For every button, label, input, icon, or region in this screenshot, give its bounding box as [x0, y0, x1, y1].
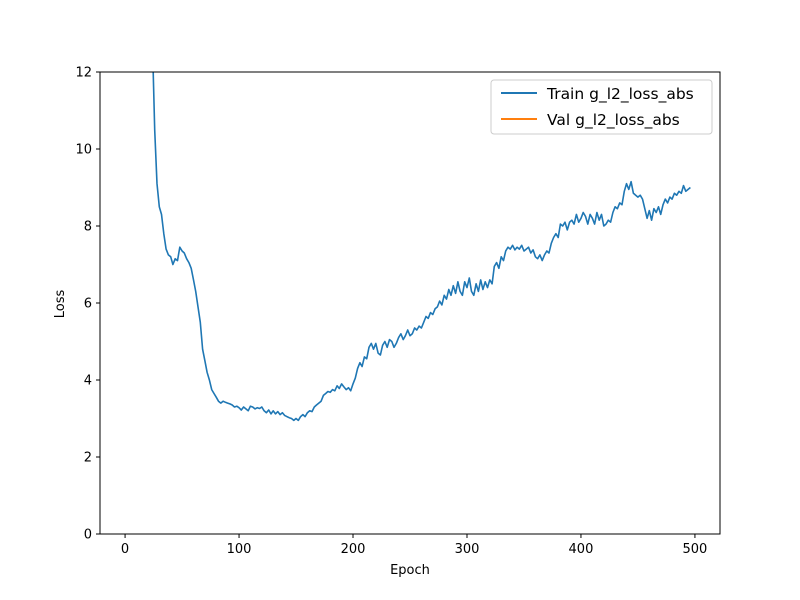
- x-tick-label: 500: [683, 542, 708, 557]
- x-tick-label: 0: [121, 542, 129, 557]
- y-tick-label: 12: [75, 66, 92, 81]
- plot-area: [152, 72, 691, 422]
- axes-frame: [99, 71, 721, 535]
- y-tick-label: 6: [84, 297, 92, 312]
- series-line-train: [152, 72, 691, 422]
- y-tick-label: 2: [84, 451, 92, 466]
- legend-label-train: Train g_l2_loss_abs: [546, 85, 694, 104]
- y-tick-label: 4: [84, 374, 92, 389]
- y-tick-label: 10: [75, 143, 92, 158]
- legend-label-val: Val g_l2_loss_abs: [547, 111, 680, 130]
- x-tick-label: 100: [227, 542, 252, 557]
- y-tick-label: 0: [84, 528, 92, 543]
- axis-ticks: 0 100 200 300 400 500 0 2 4 6 8 10 12: [75, 66, 707, 558]
- y-axis-label: Loss: [53, 290, 68, 319]
- y-tick-label: 8: [84, 220, 92, 235]
- legend: Train g_l2_loss_abs Val g_l2_loss_abs: [490, 79, 713, 135]
- x-axis-label: Epoch: [390, 563, 430, 578]
- x-tick-label: 400: [569, 542, 594, 557]
- legend-box: [490, 79, 713, 135]
- x-tick-label: 200: [341, 542, 366, 557]
- x-tick-label: 300: [455, 542, 480, 557]
